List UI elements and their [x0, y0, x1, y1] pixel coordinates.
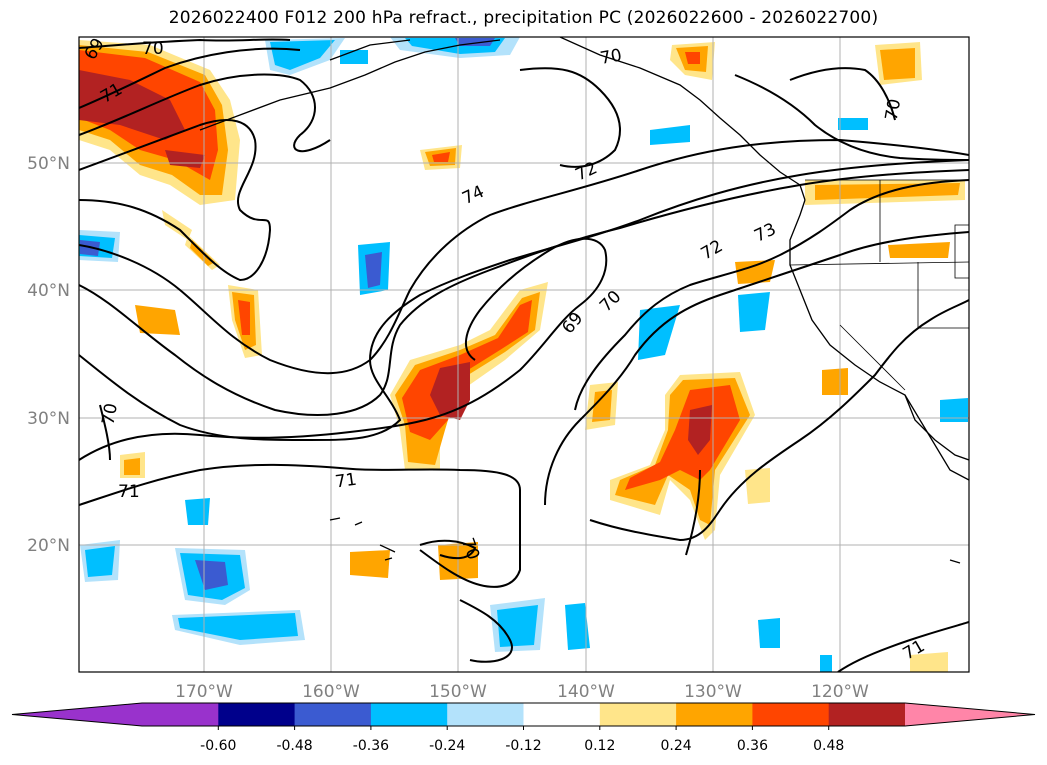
longitude-labels: 170°W 160°W 150°W 140°W 130°W 120°W [175, 682, 869, 702]
contour-label: 70 [142, 39, 164, 59]
colorbar-segment [828, 703, 906, 726]
colorbar-tick-label: -0.36 [353, 738, 389, 754]
lon-label-140w: 140°W [557, 682, 615, 702]
colorbar-segment [447, 703, 524, 726]
colorbar-segment [370, 703, 448, 726]
lat-label-40n: 40°N [27, 281, 70, 301]
latitude-labels: 50°N 40°N 30°N 20°N [27, 154, 70, 556]
colorbar-extend-max [905, 703, 1035, 726]
colorbar-tick-label: -0.24 [429, 738, 465, 754]
colorbar-outline [11, 702, 1036, 727]
colorbar-segment [599, 703, 677, 726]
colorbar-tick-label: -0.48 [276, 738, 312, 754]
lat-label-30n: 30°N [27, 409, 70, 429]
plot-frame [78, 36, 970, 673]
colorbar-tick-label: -0.60 [200, 738, 236, 754]
lon-label-170w: 170°W [175, 682, 233, 702]
refractivity-contours [79, 38, 969, 672]
lon-label-150w: 150°W [429, 682, 487, 702]
lon-label-160w: 160°W [302, 682, 360, 702]
colorbar-segment [218, 703, 296, 726]
political-borders [789, 179, 969, 391]
lon-label-120w: 120°W [811, 682, 869, 702]
map-title: 2026022400 F012 200 hPa refract., precip… [168, 8, 879, 28]
lon-label-130w: 130°W [684, 682, 742, 702]
contour-label: 71 [334, 470, 358, 493]
colorbar-tick-label: 0.12 [584, 738, 615, 754]
colorbar-tick-label: 0.48 [813, 738, 844, 754]
contour-label: 70 [882, 97, 905, 122]
colorbar-tick-label: 0.24 [661, 738, 692, 754]
colorbar-tick-label: 0.36 [737, 738, 768, 754]
colorbar-extend-min [12, 703, 142, 726]
lat-label-20n: 20°N [27, 536, 70, 556]
contour-label: 70 [99, 402, 122, 427]
colorbar-segment [294, 703, 372, 726]
colorbar-segment [142, 703, 219, 726]
precip-shading [79, 37, 968, 672]
colorbar: -0.60 -0.48 -0.36 -0.24 -0.12 0.12 0.24 0.36 0.4… [11, 702, 1036, 754]
colorbar-segment [676, 703, 753, 726]
contour-label: 71 [118, 482, 140, 502]
contour-label: 70 [599, 45, 624, 68]
colorbar-segment [752, 703, 830, 726]
gridlines [79, 37, 969, 672]
lat-label-50n: 50°N [27, 154, 70, 174]
colorbar-segment [523, 703, 601, 726]
colorbar-tick-label: -0.12 [505, 738, 541, 754]
